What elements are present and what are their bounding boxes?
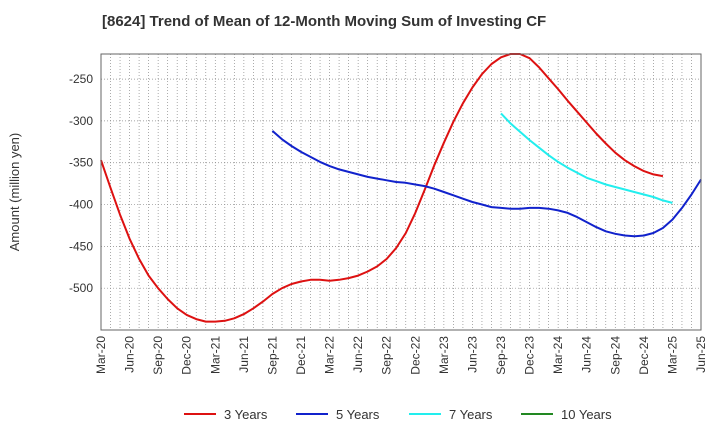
x-tick-label: Dec-21 — [294, 336, 308, 375]
x-tick-label: Jun-20 — [123, 336, 137, 373]
x-tick-label: Dec-20 — [180, 336, 194, 375]
x-tick-label: Mar-23 — [437, 336, 451, 374]
x-tick-label: Mar-22 — [323, 336, 337, 374]
x-tick-label: Mar-24 — [551, 336, 565, 374]
x-tick-label: Jun-24 — [580, 336, 594, 373]
x-ticks: Mar-20 Jun-20 Sep-20 Dec-20 Mar-21 Jun-21 Sep-… — [94, 336, 708, 375]
y-ticks: -250 -300 -350 -400 -450 -500 — [69, 72, 93, 295]
plot-area — [101, 54, 701, 330]
series-line-3-years — [100, 53, 664, 323]
legend-label: 10 Years — [561, 407, 612, 422]
series-lines — [100, 53, 702, 323]
x-tick-label: Jun-22 — [351, 336, 365, 373]
x-tick-label: Dec-23 — [523, 336, 537, 375]
legend-label: 3 Years — [224, 407, 268, 422]
x-tick-label: Mar-25 — [665, 336, 679, 374]
series-line-5-years — [271, 130, 702, 238]
chart-title: [8624] Trend of Mean of 12-Month Moving … — [102, 13, 546, 30]
y-tick-label: -450 — [69, 239, 93, 253]
legend-label: 7 Years — [449, 407, 493, 422]
y-tick-label: -350 — [69, 156, 93, 170]
legend-label: 5 Years — [336, 407, 380, 422]
x-tick-label: Jun-21 — [237, 336, 251, 373]
x-tick-label: Sep-22 — [380, 336, 394, 375]
x-tick-label: Sep-23 — [494, 336, 508, 375]
y-tick-label: -250 — [69, 72, 93, 86]
y-tick-label: -300 — [69, 114, 93, 128]
grid — [101, 54, 701, 330]
plot-frame — [100, 53, 702, 331]
series-line-7-years — [500, 112, 673, 204]
x-tick-label: Mar-21 — [208, 336, 222, 374]
x-tick-label: Jun-25 — [694, 336, 708, 373]
y-tick-label: -400 — [69, 198, 93, 212]
legend: 3 Years 5 Years 7 Years 10 Years — [184, 407, 612, 422]
x-tick-label: Dec-24 — [637, 336, 651, 375]
x-tick-label: Sep-21 — [265, 336, 279, 375]
y-axis-label: Amount (million yen) — [7, 133, 22, 252]
x-tick-label: Mar-20 — [94, 336, 108, 374]
y-tick-label: -500 — [69, 281, 93, 295]
x-tick-label: Sep-20 — [151, 336, 165, 375]
x-tick-label: Dec-22 — [408, 336, 422, 375]
x-tick-label: Jun-23 — [465, 336, 479, 373]
x-tick-label: Sep-24 — [608, 336, 622, 375]
